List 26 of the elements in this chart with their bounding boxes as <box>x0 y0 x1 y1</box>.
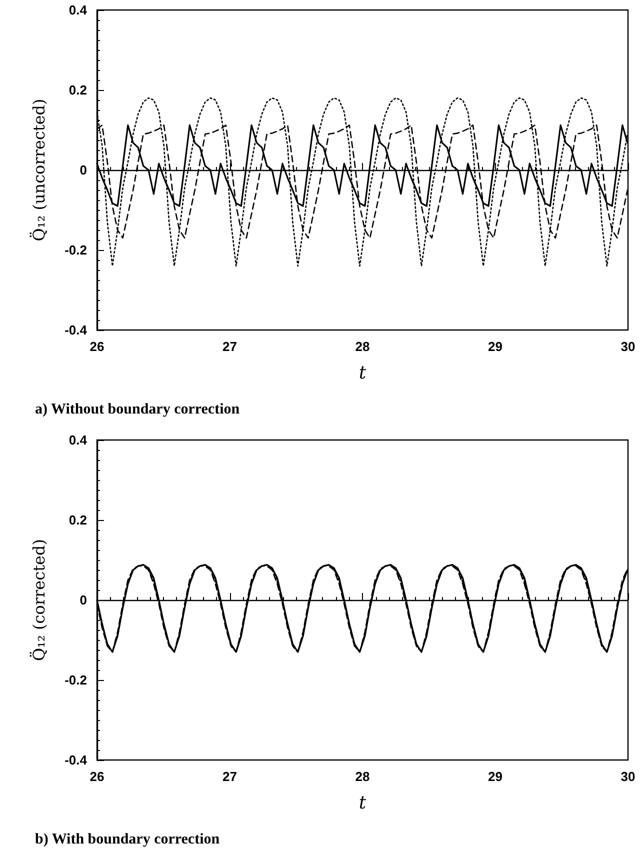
x-tick-label: 30 <box>620 339 636 354</box>
y-tick-label: 0.4 <box>68 2 88 18</box>
x-tick-label: 27 <box>222 769 237 784</box>
x-tick-label: 28 <box>355 769 370 784</box>
y-tick-label: 0 <box>80 592 87 608</box>
y-tick-label: 0 <box>80 162 87 178</box>
y-tick-label: 0.4 <box>68 432 88 448</box>
x-tick-label: 27 <box>222 339 237 354</box>
y-tick-label: -0.2 <box>64 672 87 688</box>
x-tick-label: 28 <box>355 339 370 354</box>
y-tick-label: 0.2 <box>68 82 87 98</box>
y-tick-label: 0.2 <box>68 512 87 528</box>
y-axis-title: Q̈₁₂ (uncorrected) <box>30 98 48 242</box>
text: a) Without boundary correction <box>35 402 240 418</box>
x-axis-title: t <box>358 362 367 384</box>
y-tick-label: -0.4 <box>64 322 88 338</box>
y-tick-label: -0.4 <box>64 752 88 768</box>
x-tick-label: 26 <box>90 339 104 354</box>
x-tick-label: 29 <box>488 339 502 354</box>
y-tick-label: -0.2 <box>64 242 87 258</box>
x-tick-label: 30 <box>620 769 636 784</box>
y-axis-title: Q̈₁₂ (corrected) <box>30 539 48 661</box>
x-axis-title: t <box>358 792 367 814</box>
text: b) With boundary correction <box>35 832 220 848</box>
x-tick-label: 26 <box>90 769 104 784</box>
x-tick-label: 29 <box>488 769 502 784</box>
